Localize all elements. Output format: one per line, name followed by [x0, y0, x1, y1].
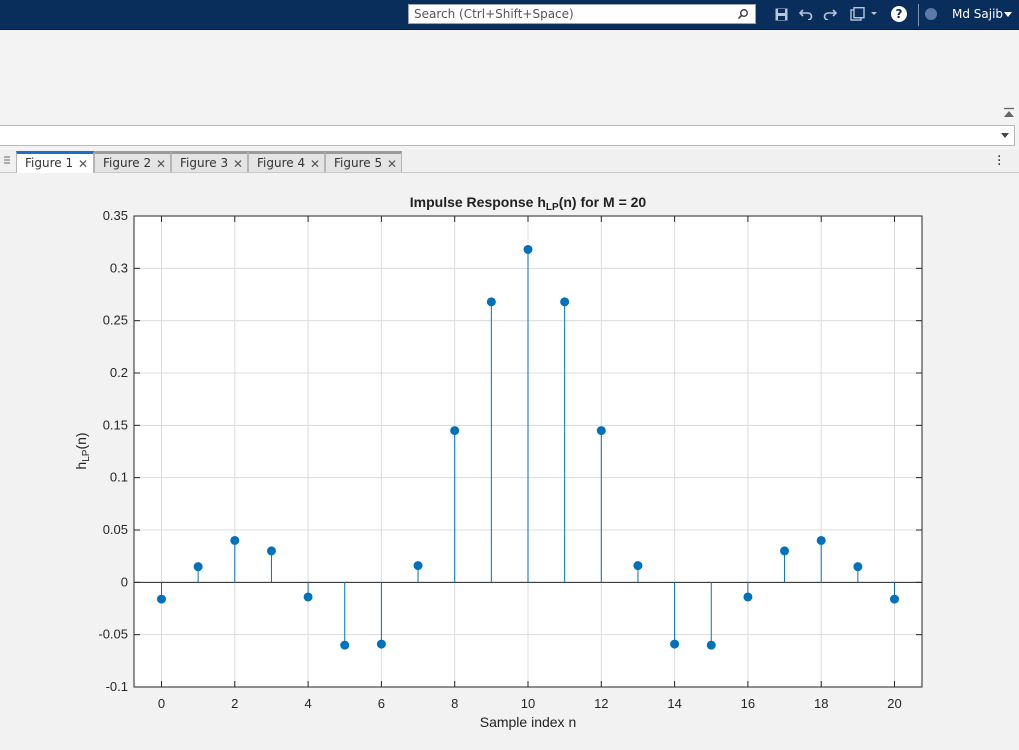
help-icon[interactable]: ?	[891, 6, 907, 22]
tab-label: Figure 4	[257, 156, 306, 170]
tab-figure-3[interactable]: Figure 3 ✕	[171, 151, 248, 172]
close-icon[interactable]: ✕	[233, 157, 244, 171]
stem-marker	[816, 535, 826, 545]
x-tick-label: 0	[158, 696, 165, 711]
x-tick-label: 4	[304, 696, 311, 711]
stem-marker	[193, 562, 203, 572]
stem-marker	[266, 546, 276, 556]
chevron-down-icon[interactable]	[1004, 12, 1012, 17]
title-bar: Search (Ctrl+Shift+Space) ? Md Sajib	[0, 0, 1019, 30]
stem-marker	[413, 561, 423, 571]
tab-figure-4[interactable]: Figure 4 ✕	[248, 151, 325, 172]
tab-label: Figure 5	[334, 156, 383, 170]
toolbar-divider	[918, 4, 919, 26]
x-tick-label: 16	[741, 696, 755, 711]
stem-marker	[670, 639, 680, 649]
tab-figure-1[interactable]: Figure 1 ✕	[16, 151, 94, 173]
search-icon	[737, 9, 748, 20]
stem-marker	[853, 562, 863, 572]
search-input[interactable]: Search (Ctrl+Shift+Space)	[408, 4, 756, 24]
y-tick-label: 0.15	[103, 417, 128, 432]
tab-figure-5[interactable]: Figure 5 ✕	[325, 151, 402, 172]
user-menu-icon[interactable]	[925, 8, 937, 20]
undo-icon[interactable]	[798, 6, 814, 22]
x-tick-label: 20	[887, 696, 901, 711]
redo-icon[interactable]	[822, 6, 838, 22]
y-tick-label: 0.1	[110, 470, 128, 485]
close-icon[interactable]: ✕	[387, 157, 398, 171]
stem-chart: 0 2 4 6 8 10 12 14 16 18 20 -0.1 -0.05 0 0.05 0.1 0.15 0.…	[73, 194, 923, 730]
stem-marker	[156, 594, 166, 604]
stem-marker	[596, 426, 606, 436]
tab-label: Figure 2	[103, 156, 152, 170]
collapse-toolstrip-icon[interactable]	[1003, 107, 1015, 119]
x-axis-label: Sample index n	[480, 714, 577, 730]
y-tick-label: 0.05	[103, 522, 128, 537]
stem-marker	[450, 426, 460, 436]
tab-label: Figure 3	[180, 156, 229, 170]
x-tick-label: 6	[378, 696, 385, 711]
x-tick-label: 18	[814, 696, 828, 711]
more-options-icon[interactable]: · · ·	[997, 149, 1002, 173]
y-tick-label: -0.1	[106, 679, 128, 694]
x-tick-label: 2	[231, 696, 238, 711]
address-bar[interactable]	[0, 125, 1015, 146]
close-icon[interactable]: ✕	[78, 157, 89, 171]
chart-title: Impulse Response hLP(n) for M = 20	[410, 194, 647, 213]
user-name[interactable]: Md Sajib	[952, 7, 1004, 21]
x-tick-label: 10	[521, 696, 535, 711]
stem-marker	[376, 639, 386, 649]
toolstrip-area	[0, 30, 1019, 125]
tab-label: Figure 1	[25, 156, 74, 170]
y-tick-label: 0	[121, 574, 128, 589]
stem-marker	[780, 546, 790, 556]
axes: 0 2 4 6 8 10 12 14 16 18 20 -0.1 -0.05 0 0.05 0.1 0.15 0.…	[98, 208, 923, 711]
x-tick-label: 14	[667, 696, 681, 711]
window-layout-icon[interactable]	[850, 6, 880, 22]
tab-figure-2[interactable]: Figure 2 ✕	[94, 151, 171, 172]
stem-marker	[560, 297, 570, 307]
stem-marker	[706, 640, 716, 650]
x-tick-label: 12	[594, 696, 608, 711]
x-tick-label: 8	[451, 696, 458, 711]
close-icon[interactable]: ✕	[156, 157, 167, 171]
stem-marker	[890, 594, 900, 604]
y-tick-label: 0.35	[103, 208, 128, 223]
save-icon[interactable]	[773, 6, 789, 22]
drag-handle-icon[interactable]	[3, 155, 11, 167]
search-placeholder: Search (Ctrl+Shift+Space)	[414, 7, 574, 21]
stem-marker	[486, 297, 496, 307]
stem-marker	[633, 561, 643, 571]
y-tick-label: -0.05	[98, 627, 128, 642]
y-tick-label: 0.3	[110, 260, 128, 275]
y-axis-label: hLP(n)	[73, 432, 92, 469]
stem-marker	[340, 640, 350, 650]
close-icon[interactable]: ✕	[310, 157, 321, 171]
y-tick-label: 0.25	[103, 313, 128, 328]
y-tick-label: 0.2	[110, 365, 128, 380]
stem-marker	[523, 244, 533, 254]
stem-marker	[303, 592, 313, 602]
address-dropdown-icon[interactable]	[1001, 133, 1009, 138]
stem-marker	[230, 535, 240, 545]
stem-marker	[743, 592, 753, 602]
